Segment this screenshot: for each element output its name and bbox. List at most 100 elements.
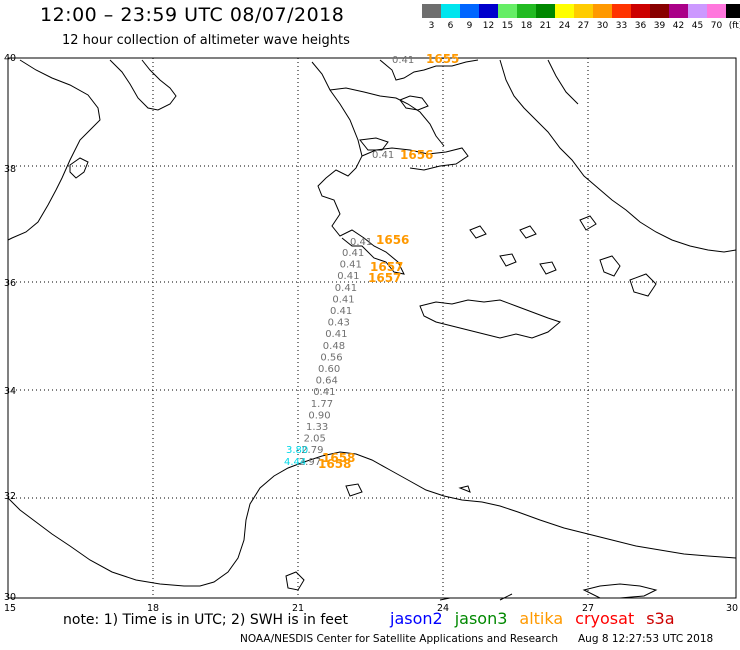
colorbar-swatch: [498, 4, 517, 18]
colorbar-swatch: [422, 4, 441, 18]
map-title: 12:00 – 23:59 UTC 08/07/2018: [40, 4, 345, 26]
lon-label-30: 30: [726, 603, 738, 614]
colorbar-swatch: [688, 4, 707, 18]
lat-label-32: 32: [4, 491, 16, 502]
colorbar-label: 18: [520, 21, 533, 31]
colorbar-cell: 3: [422, 4, 441, 31]
swh-label: 3.80: [286, 445, 308, 456]
lat-label-30: 30: [4, 592, 16, 603]
time-label: 1656: [400, 148, 433, 162]
swh-label: 4.44: [284, 457, 306, 468]
colorbar-cell: 36: [631, 4, 650, 31]
swh-label: 0.41: [313, 387, 335, 398]
swh-label: 0.64: [316, 376, 338, 387]
colorbar-cell: 6: [441, 4, 460, 31]
colorbar-label: 39: [653, 21, 666, 31]
swh-label: 1.33: [306, 422, 328, 433]
lon-label-15: 15: [4, 603, 16, 614]
mission-legend: jason2 jason3 altika cryosat s3a: [390, 609, 675, 628]
time-label: 1658: [318, 457, 351, 471]
colorbar-swatch: [536, 4, 555, 18]
colorbar-swatch: [460, 4, 479, 18]
colorbar-swatch: [555, 4, 574, 18]
colorbar-swatch: [631, 4, 650, 18]
colorbar-swatch: [517, 4, 536, 18]
colorbar-label: 24: [558, 21, 571, 31]
colorbar-cell: (ft): [726, 4, 740, 31]
swh-label: 0.41: [340, 260, 362, 271]
colorbar-cell: 12: [479, 4, 498, 31]
colorbar-label: 70: [710, 21, 723, 31]
time-label: 1657: [370, 260, 403, 274]
lon-label-27: 27: [582, 603, 594, 614]
colorbar-label: (ft): [728, 21, 740, 31]
coastlines: [7, 59, 737, 601]
swh-label: 0.90: [308, 410, 330, 421]
colorbar-label: 27: [577, 21, 590, 31]
colorbar-cell: 15: [498, 4, 517, 31]
colorbar-swatch: [726, 4, 740, 18]
swh-label: 0.41: [332, 294, 354, 305]
swh-label: 0.41: [342, 248, 364, 259]
colorbar-cell: 27: [574, 4, 593, 31]
colorbar-cell: 42: [669, 4, 688, 31]
colorbar-swatch: [574, 4, 593, 18]
colorbar-label: 9: [466, 21, 473, 31]
altimeter-track: 0.41 1655 0.41 1656 0.41 1656 1657 1657 …: [284, 52, 459, 471]
swh-label: 0.41: [335, 283, 357, 294]
colorbar-label: 42: [672, 21, 685, 31]
colorbar-cell: 70: [707, 4, 726, 31]
swh-label: 0.41: [330, 306, 352, 317]
colorbar-swatch: [669, 4, 688, 18]
lon-tick-labels: 15 18 21 24 27 30: [4, 603, 738, 614]
swh-label: 0.41: [372, 150, 394, 161]
lon-label-24: 24: [437, 603, 449, 614]
legend-cryosat: cryosat: [575, 609, 635, 628]
swh-label: 0.48: [323, 341, 345, 352]
colorbar-swatch: [612, 4, 631, 18]
swh-label: 0.60: [318, 364, 340, 375]
time-label: 1656: [376, 233, 409, 247]
colorbar-cell: 21: [536, 4, 555, 31]
time-label: 1657: [368, 271, 401, 285]
lon-label-18: 18: [147, 603, 159, 614]
colorbar-cell: 30: [593, 4, 612, 31]
lat-label-40: 40: [4, 53, 16, 64]
map-subtitle: 12 hour collection of altimeter wave hei…: [62, 33, 350, 48]
swh-label: 0.41: [325, 329, 347, 340]
swh-label: 0.41: [350, 237, 372, 248]
swh-label: 0.41: [392, 55, 414, 66]
colorbar-cell: 24: [555, 4, 574, 31]
colorbar-cell: 9: [460, 4, 479, 31]
colorbar-swatch: [707, 4, 726, 18]
colorbar-label: 36: [634, 21, 647, 31]
time-label: 1658: [322, 451, 355, 465]
lat-label-36: 36: [4, 278, 16, 289]
map-frame: [7, 57, 737, 599]
swh-label: 2.05: [304, 434, 326, 445]
timestamp-text: Aug 8 12:27:53 UTC 2018: [578, 633, 714, 645]
lat-tick-labels: 40 38 36 34 32 30: [4, 53, 16, 603]
colorbar-label: 3: [428, 21, 435, 31]
colorbar-swatch: [650, 4, 669, 18]
colorbar-label: 12: [482, 21, 495, 31]
colorbar-cell: 33: [612, 4, 631, 31]
swh-label: 2.79: [301, 445, 323, 456]
colorbar-cell: 39: [650, 4, 669, 31]
lat-label-38: 38: [4, 164, 16, 175]
map-grid: [8, 58, 736, 598]
colorbar-label: 45: [691, 21, 704, 31]
colorbar-label: 15: [501, 21, 514, 31]
legend-s3a: s3a: [646, 609, 675, 628]
colorbar-swatch: [479, 4, 498, 18]
swh-label: 0.41: [337, 271, 359, 282]
footer-note: note: 1) Time is in UTC; 2) SWH is in fe…: [63, 612, 349, 628]
colorbar-swatch: [441, 4, 460, 18]
legend-jason3: jason3: [454, 609, 508, 628]
colorbar-label: 21: [539, 21, 552, 31]
colorbar-label: 30: [596, 21, 609, 31]
colorbar-label: 6: [447, 21, 454, 31]
time-label: 1655: [426, 52, 459, 66]
